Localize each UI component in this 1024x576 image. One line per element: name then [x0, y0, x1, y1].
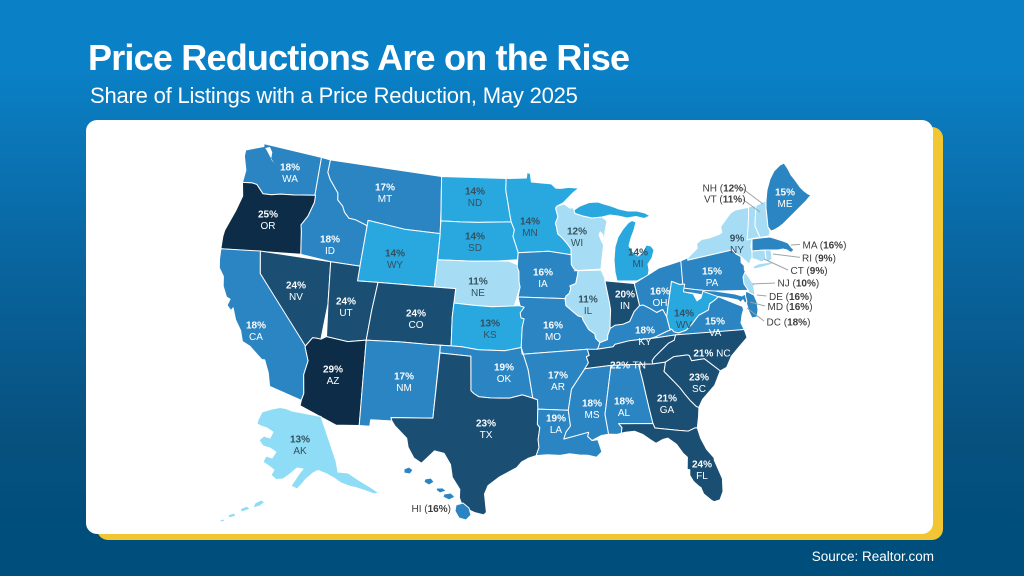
svg-text:29%: 29%	[323, 365, 343, 376]
svg-text:IN: IN	[620, 301, 630, 312]
svg-text:11%: 11%	[578, 295, 598, 306]
svg-text:20%: 20%	[615, 290, 635, 301]
svg-text:18%: 18%	[614, 397, 634, 408]
svg-text:GA: GA	[660, 405, 675, 416]
svg-text:LA: LA	[550, 425, 563, 436]
svg-text:NJ (10%): NJ (10%)	[778, 279, 820, 290]
svg-text:MT: MT	[378, 194, 392, 205]
svg-text:AR: AR	[551, 382, 565, 393]
svg-text:WV: WV	[676, 320, 692, 331]
svg-text:OK: OK	[497, 374, 512, 385]
svg-text:ND: ND	[468, 198, 482, 209]
svg-text:17%: 17%	[394, 372, 414, 383]
svg-text:13%: 13%	[480, 319, 500, 330]
svg-text:15%: 15%	[775, 188, 795, 199]
svg-text:WY: WY	[387, 260, 403, 271]
svg-text:PA: PA	[706, 278, 719, 289]
svg-text:19%: 19%	[494, 363, 514, 374]
svg-text:VT (11%): VT (11%)	[704, 194, 746, 205]
svg-text:HI (16%): HI (16%)	[412, 504, 451, 515]
svg-text:IL: IL	[584, 306, 593, 317]
svg-text:16%: 16%	[533, 268, 553, 279]
svg-text:18%: 18%	[320, 235, 340, 246]
svg-text:14%: 14%	[465, 187, 485, 198]
svg-text:16%: 16%	[543, 321, 563, 332]
svg-text:NE: NE	[471, 288, 485, 299]
svg-text:17%: 17%	[548, 371, 568, 382]
svg-text:18%: 18%	[246, 321, 266, 332]
svg-text:24%: 24%	[286, 281, 306, 292]
svg-text:CT (9%): CT (9%)	[791, 266, 828, 277]
svg-text:24%: 24%	[336, 297, 356, 308]
svg-text:14%: 14%	[628, 248, 648, 259]
svg-text:WA: WA	[282, 174, 298, 185]
svg-text:14%: 14%	[520, 217, 540, 228]
svg-text:AK: AK	[293, 446, 307, 457]
svg-text:9%: 9%	[730, 234, 745, 245]
svg-text:14%: 14%	[465, 232, 485, 243]
svg-text:MI: MI	[632, 259, 643, 270]
svg-text:14%: 14%	[674, 309, 694, 320]
svg-text:MD (16%): MD (16%)	[768, 302, 813, 313]
svg-text:DC (18%): DC (18%)	[767, 317, 811, 328]
svg-text:OR: OR	[261, 221, 276, 232]
svg-text:MS: MS	[585, 410, 600, 421]
svg-text:18%: 18%	[582, 399, 602, 410]
svg-text:MO: MO	[545, 332, 561, 343]
svg-text:SD: SD	[468, 243, 482, 254]
svg-text:17%: 17%	[375, 183, 395, 194]
svg-text:19%: 19%	[546, 414, 566, 425]
svg-text:15%: 15%	[705, 317, 725, 328]
svg-text:CO: CO	[409, 320, 424, 331]
svg-text:ID: ID	[325, 246, 335, 257]
svg-text:CA: CA	[249, 332, 263, 343]
svg-text:24%: 24%	[692, 460, 712, 471]
svg-text:IA: IA	[538, 279, 548, 290]
svg-text:21% NC: 21% NC	[693, 349, 730, 360]
svg-text:22% TN: 22% TN	[610, 361, 646, 372]
svg-text:KS: KS	[483, 330, 497, 341]
svg-text:FL: FL	[696, 471, 708, 482]
svg-text:12%: 12%	[567, 227, 587, 238]
svg-text:11%: 11%	[468, 277, 488, 288]
svg-text:23%: 23%	[476, 419, 496, 430]
svg-text:25%: 25%	[258, 210, 278, 221]
svg-text:WI: WI	[571, 238, 583, 249]
svg-text:NM: NM	[396, 383, 412, 394]
svg-text:ME: ME	[778, 199, 793, 210]
svg-text:AZ: AZ	[327, 376, 340, 387]
svg-text:VA: VA	[709, 328, 722, 339]
svg-text:23%: 23%	[689, 373, 709, 384]
svg-text:21%: 21%	[657, 394, 677, 405]
svg-text:OH: OH	[653, 298, 668, 309]
svg-text:AL: AL	[618, 408, 631, 419]
svg-text:24%: 24%	[406, 309, 426, 320]
svg-text:NH (12%): NH (12%)	[703, 183, 747, 194]
svg-text:UT: UT	[339, 308, 352, 319]
svg-text:14%: 14%	[385, 249, 405, 260]
svg-text:SC: SC	[692, 384, 706, 395]
svg-text:NV: NV	[289, 292, 303, 303]
svg-text:18%: 18%	[635, 326, 655, 337]
svg-text:DE (16%): DE (16%)	[769, 292, 812, 303]
svg-text:13%: 13%	[290, 435, 310, 446]
svg-text:MN: MN	[522, 228, 538, 239]
svg-text:15%: 15%	[702, 267, 722, 278]
svg-text:TX: TX	[480, 430, 493, 441]
svg-text:KY: KY	[638, 337, 652, 348]
svg-text:NY: NY	[730, 245, 744, 256]
svg-text:RI (9%): RI (9%)	[802, 253, 836, 264]
svg-text:MA (16%): MA (16%)	[803, 240, 847, 251]
svg-text:16%: 16%	[650, 287, 670, 298]
svg-text:18%: 18%	[280, 163, 300, 174]
